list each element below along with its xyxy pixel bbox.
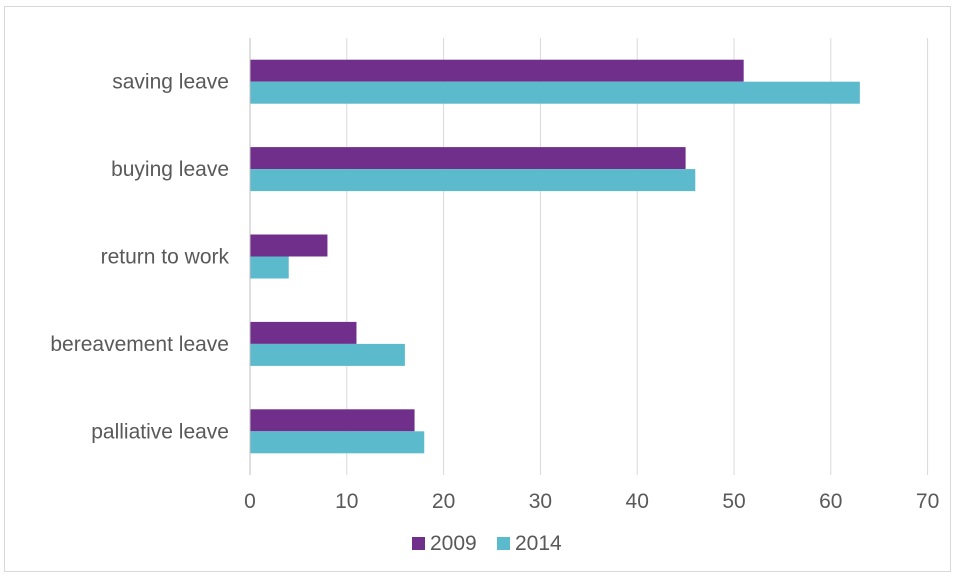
bar-2009-buying-leave — [250, 147, 686, 170]
bar-2009-palliative-leave — [250, 409, 415, 432]
tick-label-20: 20 — [432, 490, 455, 513]
bar-2014-saving-leave — [250, 81, 860, 104]
category-label-buying-leave: buying leave — [111, 158, 229, 181]
tick-label-30: 30 — [529, 490, 552, 513]
category-label-palliative-leave: palliative leave — [91, 420, 229, 443]
gridlines — [346, 38, 929, 475]
tick-label-0: 0 — [244, 490, 256, 513]
category-label-saving-leave: saving leave — [112, 71, 229, 94]
bar-2014-return-to-work — [250, 256, 289, 279]
bars — [250, 59, 860, 454]
bar-2009-bereavement-leave — [250, 321, 357, 344]
bar-2014-buying-leave — [250, 169, 696, 192]
bar-2009-return-to-work — [250, 234, 328, 257]
bar-2014-bereavement-leave — [250, 343, 405, 366]
legend-swatch-2009 — [412, 537, 425, 550]
legend: 2009 2014 — [412, 532, 562, 555]
bar-2009-saving-leave — [250, 59, 744, 82]
tick-label-70: 70 — [916, 490, 939, 513]
category-labels: saving leave buying leave return to work be… — [50, 71, 229, 444]
legend-label-2009: 2009 — [430, 532, 477, 555]
tick-label-10: 10 — [335, 490, 358, 513]
tick-label-40: 40 — [626, 490, 649, 513]
category-label-return-to-work: return to work — [101, 246, 230, 269]
legend-swatch-2014 — [497, 537, 510, 550]
tick-label-60: 60 — [819, 490, 842, 513]
tick-labels: 0 10 20 30 40 50 60 70 — [244, 490, 939, 513]
bar-2014-palliative-leave — [250, 431, 425, 454]
category-label-bereavement-leave: bereavement leave — [50, 333, 229, 356]
legend-label-2014: 2014 — [515, 532, 562, 555]
tick-label-50: 50 — [722, 490, 745, 513]
